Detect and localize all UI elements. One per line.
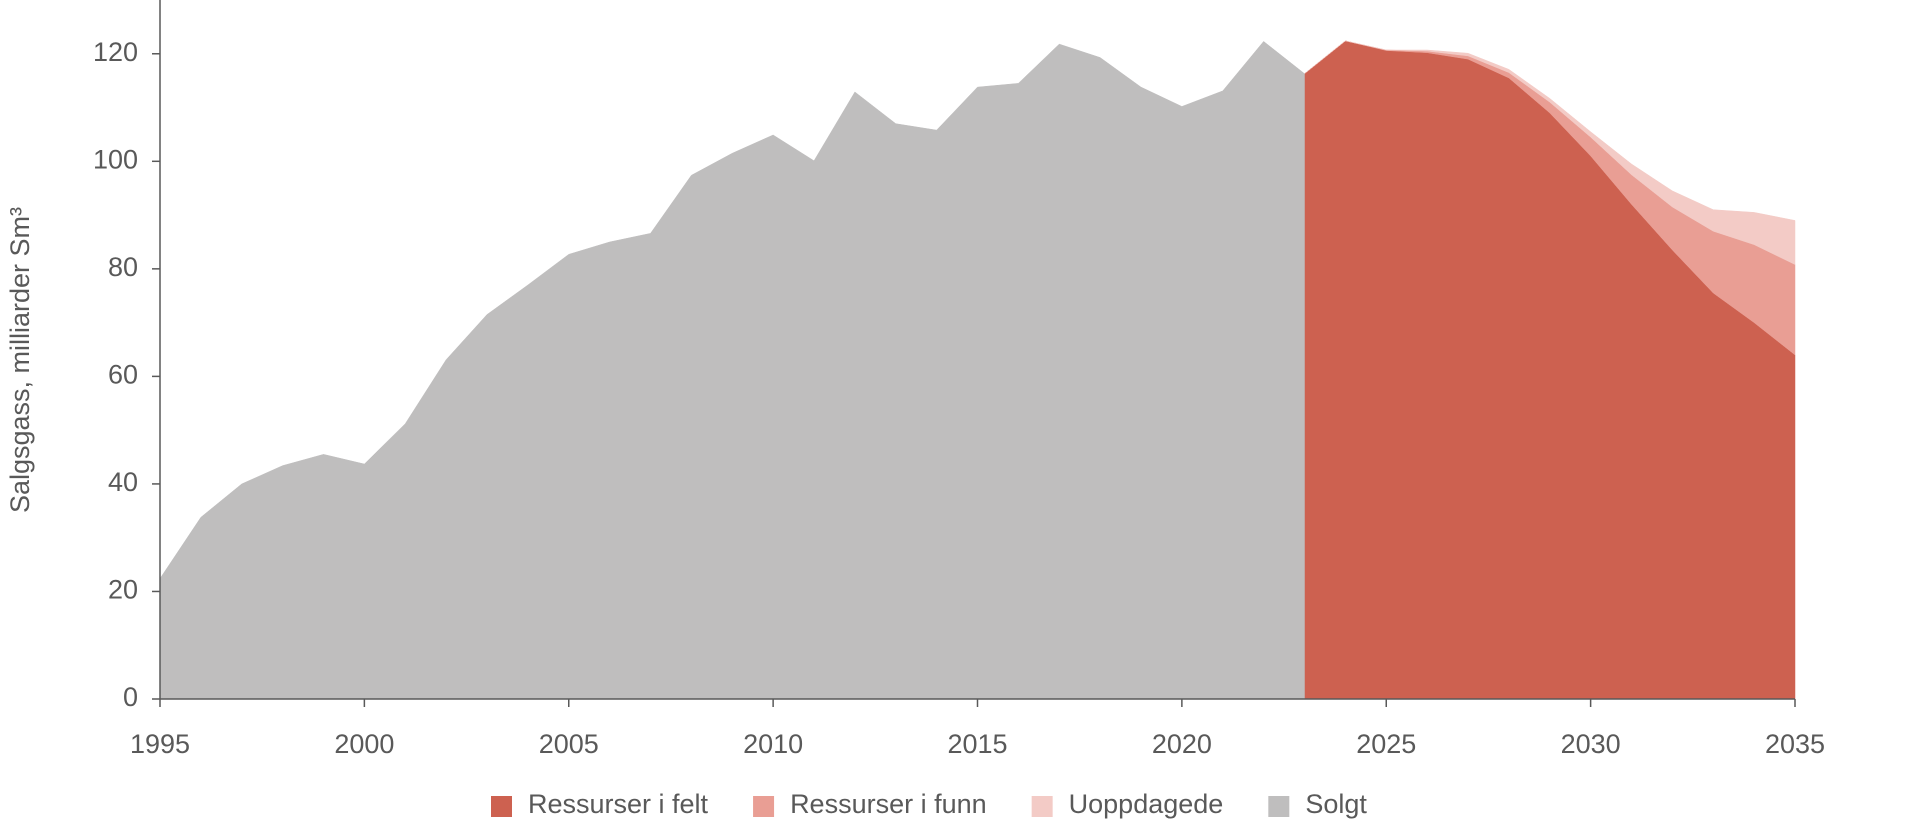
legend-label: Ressurser i funn [790,789,987,819]
legend-swatch [1031,796,1053,817]
legend-swatch [753,796,775,817]
y-axis-title: Salgsgass, milliarder Sm³ [5,207,35,513]
y-tick-label: 20 [108,575,138,605]
x-tick-label: 2035 [1765,729,1825,759]
legend-label: Ressurser i felt [528,789,709,819]
area [159,41,1305,700]
x-tick-label: 2010 [743,729,803,759]
x-tick-label: 2025 [1356,729,1416,759]
legend-label: Solgt [1305,789,1367,819]
x-tick-label: 2015 [947,729,1007,759]
y-tick-label: 120 [93,37,138,67]
y-tick-label: 100 [93,144,138,174]
legend-label: Uoppdagede [1069,789,1224,819]
y-tick-label: 80 [108,252,138,282]
area [1304,40,1796,700]
y-tick-label: 0 [123,682,138,712]
x-tick-label: 2000 [334,729,394,759]
x-tick-label: 2020 [1152,729,1212,759]
legend-swatch [1268,796,1290,817]
x-tick-label: 1995 [130,729,190,759]
area [1304,40,1796,265]
legend-swatch [491,796,512,817]
x-tick-label: 2005 [539,729,599,759]
y-tick-label: 60 [108,360,138,390]
x-tick-label: 2030 [1561,729,1621,759]
y-tick-label: 40 [108,467,138,497]
plot-area [159,40,1796,700]
